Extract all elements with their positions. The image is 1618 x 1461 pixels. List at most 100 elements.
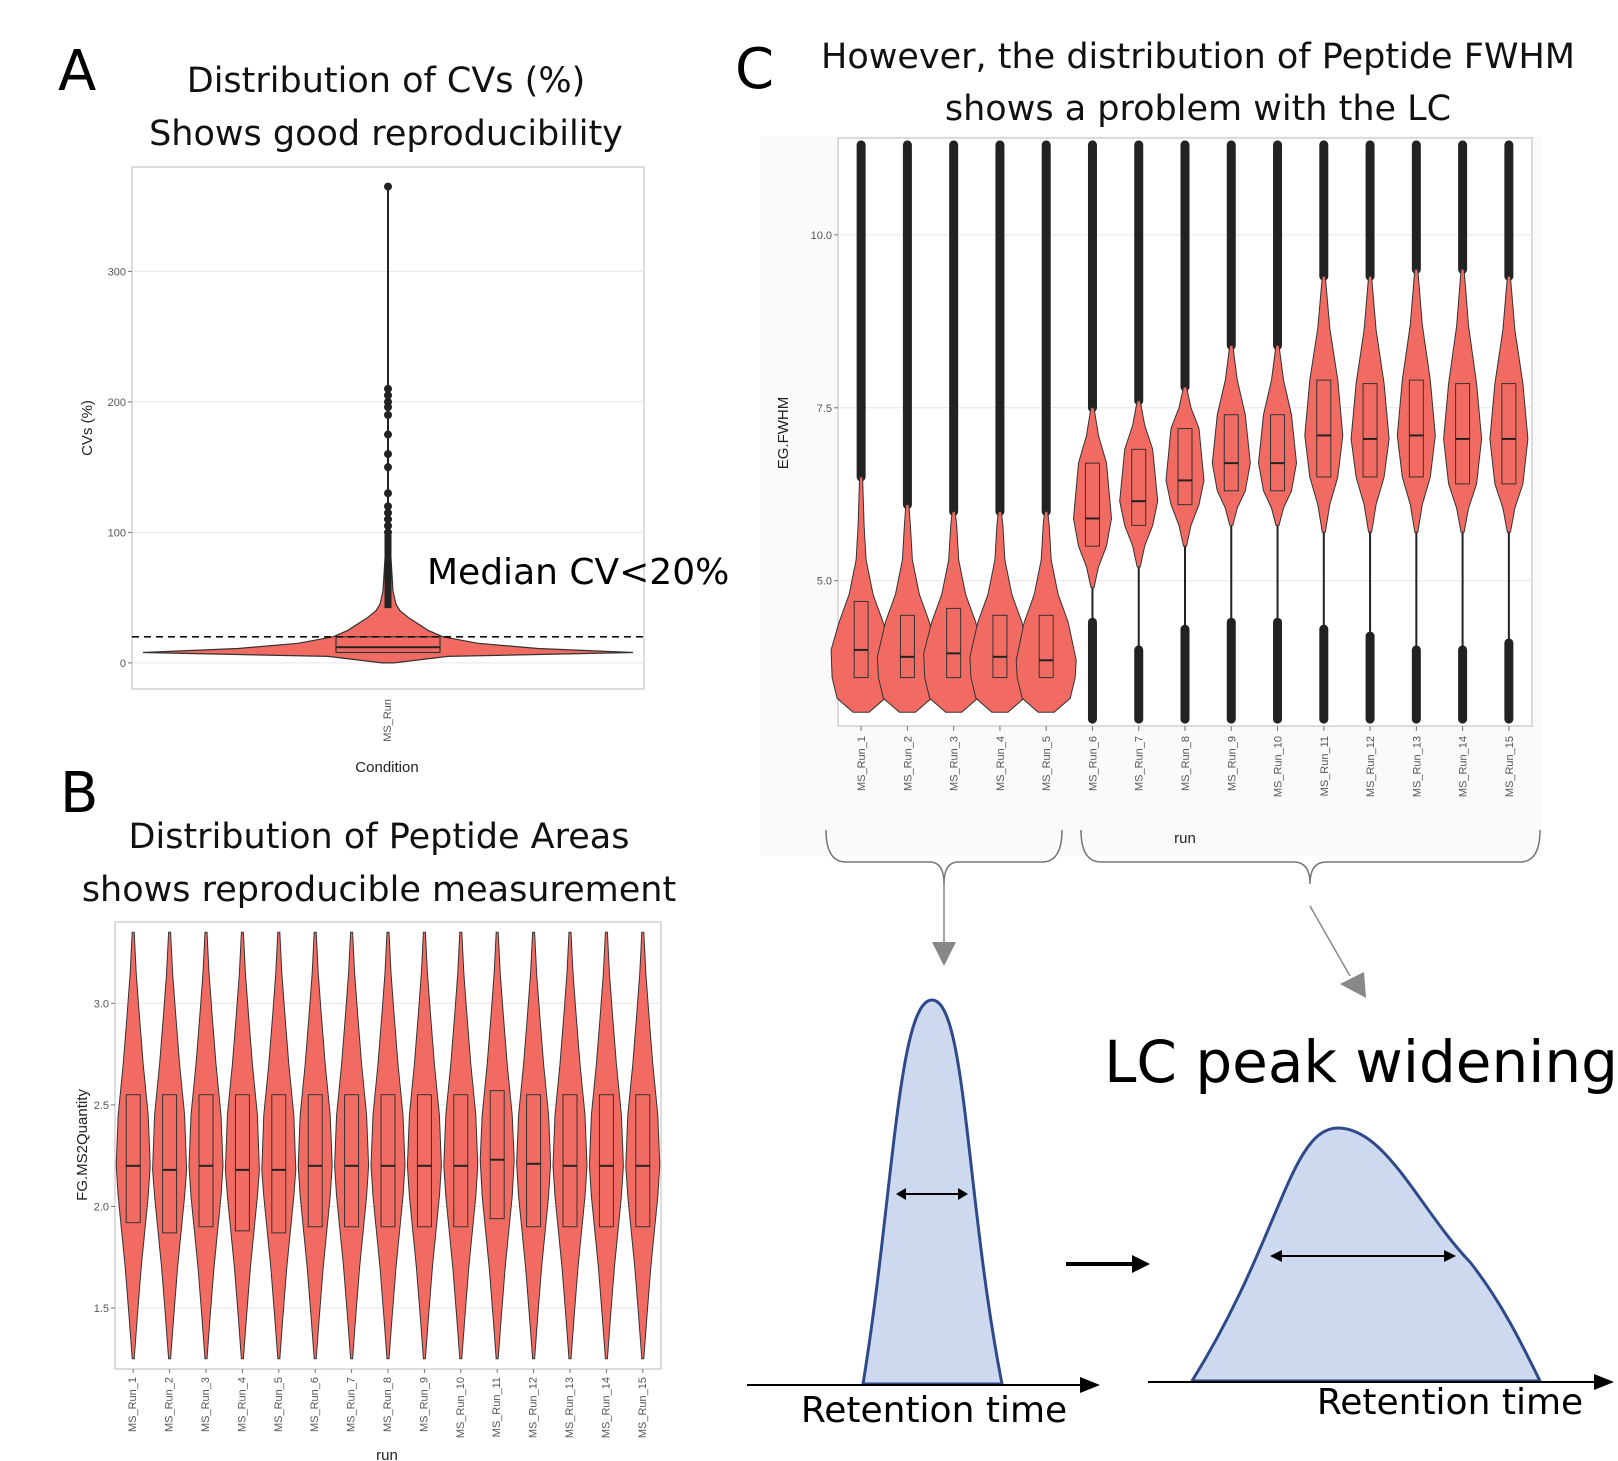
box-ms-run-12 <box>1362 383 1378 478</box>
panel-letter-c: C <box>735 37 774 102</box>
y-tick-label: 2.0 <box>94 1201 109 1213</box>
panel-a-y-ticks: 0 100 200 300 <box>108 266 132 670</box>
violin-ms-run-11 <box>479 931 515 1360</box>
x-tick-label: MS_Run_5 <box>1041 736 1053 791</box>
panel-c-marks <box>830 140 1529 724</box>
box-ms-run-9 <box>1223 414 1239 492</box>
panel-c-x-tick-labels: MS_Run_1 MS_Run_2 MS_Run_3 MS_Run_4 MS_Run_5… <box>856 726 1516 797</box>
x-tick-label: MS_Run_15 <box>637 1377 649 1438</box>
panel-b-y-axis-label: FG.MS2Quantity <box>74 1089 91 1201</box>
x-tick-label: MS_Run_5 <box>273 1377 285 1432</box>
panel-b-x-axis-label: run <box>376 1447 398 1461</box>
x-tick-label: MS_Run_1 <box>127 1377 139 1432</box>
box-ms-run-13 <box>562 1094 578 1228</box>
y-tick-label: 200 <box>108 397 126 409</box>
outlier-point <box>384 521 392 530</box>
panel-c: C However, the distribution of Peptide F… <box>735 37 1575 856</box>
panel-a-title-line2: Shows good reproducibility <box>149 114 623 154</box>
panel-c-title-line1: However, the distribution of Peptide FWH… <box>821 37 1575 77</box>
violin-ms-run-7 <box>334 931 370 1360</box>
violin-ms-run-12 <box>1350 275 1390 533</box>
y-tick-label: 300 <box>108 266 126 278</box>
wide-peak-arrowhead-right <box>1444 1250 1456 1262</box>
panel-letter-a: A <box>58 39 96 104</box>
x-tick-label: MS_Run_14 <box>600 1377 612 1438</box>
violin-ms-run-3 <box>188 931 224 1360</box>
violin-ms-run-5 <box>261 931 297 1360</box>
panel-b-x-tick-labels: MS_Run_1 MS_Run_2 MS_Run_3 MS_Run_4 MS_Run_5… <box>127 1369 649 1438</box>
violin-ms-run-6 <box>297 931 333 1360</box>
wide-peak <box>1189 1126 1543 1383</box>
panel-b: B Distribution of Peptide Areas shows re… <box>60 761 676 1461</box>
left-arrow-head <box>932 942 956 966</box>
violin-ms-run-15 <box>1489 275 1529 533</box>
box-ms-run-7 <box>344 1094 360 1228</box>
box-ms-run-6 <box>1084 462 1100 547</box>
narrow-peak <box>861 998 1004 1386</box>
violin-ms-run-10 <box>443 931 479 1360</box>
panel-a-x-axis-label: Condition <box>355 759 418 776</box>
right-time-axis-arrow <box>1594 1374 1614 1390</box>
outlier-point <box>384 430 392 439</box>
box-ms-run-11 <box>1316 379 1332 478</box>
x-tick-label: MS_Run_10 <box>455 1377 467 1438</box>
right-arrow-shaft <box>1309 905 1351 977</box>
diagram: Retention time LC peak widening Retentio… <box>747 829 1618 1431</box>
x-tick-label: MS_Run_8 <box>382 1377 394 1432</box>
violin-ms-run-4 <box>224 931 260 1360</box>
y-tick-label: 7.5 <box>817 403 832 415</box>
transition-arrow-head <box>1132 1255 1150 1273</box>
x-tick-label: MS_Run_9 <box>1226 736 1238 791</box>
panel-b-title-line1: Distribution of Peptide Areas <box>129 817 630 857</box>
violin-ms-run-9 <box>406 931 442 1360</box>
violin-ms-run-14 <box>1443 268 1483 533</box>
panel-letter-b: B <box>60 761 98 826</box>
box-ms-run-3 <box>946 607 962 679</box>
panel-a-annotation: Median CV<20% <box>427 552 729 593</box>
wide-peak-arrowhead-left <box>1270 1250 1282 1262</box>
x-tick-label: MS_Run_14 <box>1458 736 1470 797</box>
panel-a-y-axis-label: CVs (%) <box>79 400 96 456</box>
box-ms-run-8 <box>1177 428 1193 506</box>
widening-label: LC peak widening <box>1104 1028 1618 1096</box>
y-tick-label: 0 <box>120 658 126 670</box>
violin-ms-run-9 <box>1211 345 1251 526</box>
outlier-point <box>384 410 392 419</box>
panel-b-title-line2: shows reproducible measurement <box>82 870 676 910</box>
violin-ms-run-15 <box>625 931 661 1360</box>
x-tick-label: MS_Run_15 <box>1504 736 1516 797</box>
y-tick-label: 100 <box>108 527 126 539</box>
box-ms-run-2 <box>899 614 915 679</box>
y-tick-label: 5.0 <box>817 576 832 588</box>
box-ms-run-12 <box>526 1094 542 1228</box>
x-tick-label: MS_Run_1 <box>856 736 868 791</box>
panel-c-title-line2: shows a problem with the LC <box>945 89 1451 129</box>
violin-ms-run-2 <box>152 931 188 1360</box>
outlier-point <box>384 182 392 191</box>
panel-a-marks <box>132 182 644 664</box>
box-ms-run-1 <box>125 1094 141 1224</box>
box-ms-run-8 <box>380 1094 396 1228</box>
box-ms-run-2 <box>162 1094 178 1234</box>
panel-c-x-axis-label: run <box>1174 830 1196 847</box>
violin-ms-run-13 <box>1396 268 1436 533</box>
outlier-point <box>384 397 392 406</box>
x-tick-label: MS_Run_4 <box>236 1377 248 1432</box>
violin-ms-run-12 <box>516 931 552 1360</box>
outlier-point <box>384 515 392 524</box>
box-ms-run-5 <box>271 1094 287 1234</box>
panel-a-x-tick-label: MS_Run <box>382 699 394 742</box>
x-tick-label: MS_Run_3 <box>949 736 961 791</box>
violin-ms-run-11 <box>1304 275 1344 533</box>
x-tick-label: MS_Run_3 <box>200 1377 212 1432</box>
violin-ms-run-8 <box>370 931 406 1360</box>
box-ms-run-11 <box>489 1090 505 1220</box>
x-tick-label: MS_Run_7 <box>346 1377 358 1432</box>
panel-b-y-ticks: 1.5 2.0 2.5 3.0 <box>94 998 115 1315</box>
box-ms-run-10 <box>453 1094 469 1228</box>
x-tick-label: MS_Run_6 <box>309 1377 321 1432</box>
x-tick-label: MS_Run_13 <box>564 1377 576 1438</box>
x-tick-label: MS_Run_2 <box>902 736 914 791</box>
outlier-point <box>384 502 392 511</box>
